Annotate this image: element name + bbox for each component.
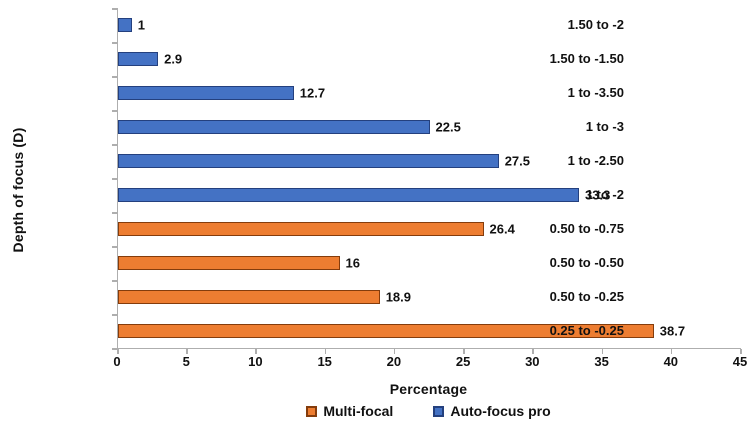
legend: Multi-focal Auto-focus pro [117,403,740,419]
bar-value-label: 16 [345,255,360,271]
bar-value-label: 1 [137,17,146,33]
bar [118,324,654,338]
y-axis-tick [112,348,117,350]
chart-row: 22.5 [118,110,741,144]
y-axis-title: Depth of focus (D) [10,127,26,253]
x-tick-label: 5 [182,354,190,369]
bar [118,86,294,100]
y-axis-tick [112,42,117,44]
category-label: 0.50 to -0.25 [549,289,624,304]
category-label: 0.25 to -0.25 [549,323,624,338]
bar-value-label: 18.9 [385,289,411,305]
bar [118,188,579,202]
bar-value-label: 12.7 [299,85,326,101]
y-axis-tick [112,246,117,248]
x-tick-label: 0 [113,354,121,369]
x-axis-tick [255,349,257,354]
bar [118,52,159,66]
bar [118,120,430,134]
x-tick-label: 25 [455,354,471,369]
bar [118,154,499,168]
chart-row: 18.9 [118,280,741,314]
bar-value-label: 38.7 [659,323,686,339]
x-axis-tick [532,349,534,354]
x-axis-tick [463,349,465,354]
y-axis-tick [112,144,117,146]
category-label: 0.50 to -0.50 [549,255,624,270]
bar-value-label: 27.5 [504,153,530,169]
category-label: 1.50 to -1.50 [549,51,624,66]
x-tick-label: 30 [525,354,540,369]
chart-row: 2.9 [118,42,741,76]
x-tick-label: 40 [663,354,679,369]
chart-row: 38.7 [118,314,741,348]
x-tick-label: 15 [317,354,332,369]
chart-row: 1 [118,8,741,42]
x-tick-label: 20 [386,354,402,369]
category-label: 1 to -3 [585,119,624,134]
category-label: 1 to -2.50 [567,153,624,168]
category-label: 1 to -2 [585,187,624,202]
category-label: 0.50 to -0.75 [549,221,624,236]
x-axis-tick [670,349,673,354]
chart-row: 27.5 [118,144,741,178]
x-axis-tick [117,349,119,354]
bar-value-label: 33.3 [585,187,611,203]
legend-swatch [433,405,445,417]
y-axis-tick [112,314,117,316]
x-tick-label: 10 [248,354,263,369]
x-tick-label: 45 [732,354,748,369]
bar [118,256,340,270]
y-axis-tick [112,110,117,112]
bar-value-label: 22.5 [435,119,461,135]
legend-item-multi-focal: Multi-focal [306,403,393,419]
chart-row: 12.7 [118,76,741,110]
x-axis-tick [324,349,327,354]
chart-row: 16 [118,246,741,280]
y-axis-tick [112,280,117,282]
y-axis-tick [112,178,117,180]
chart-row: 26.4 [118,212,741,246]
legend-label: Multi-focal [323,403,394,419]
legend-label: Auto-focus pro [450,403,551,419]
y-axis-tick [112,76,117,78]
plot-area: 1 2.9 12.7 22.5 27.5 33.3 26.4 16 18.9 38.7 [117,8,741,349]
category-label: 1 to -3.50 [567,85,624,100]
bar [118,222,484,236]
x-axis-tick [740,349,742,354]
legend-item-auto-focus-pro: Auto-focus pro [433,403,551,419]
x-axis-tick [601,349,604,354]
bar [118,18,132,32]
bar [118,290,380,304]
legend-swatch [306,405,318,417]
x-axis-tick [393,349,396,354]
chart-row: 33.3 [118,178,741,212]
y-axis-tick [112,212,117,214]
bar-value-label: 26.4 [489,221,515,237]
x-axis-tick [186,349,188,354]
x-tick-label: 35 [594,354,609,369]
category-label: 1.50 to -2 [567,17,624,32]
y-axis-tick [112,8,117,10]
bar-value-label: 2.9 [164,51,183,67]
x-axis-title: Percentage [389,381,468,397]
